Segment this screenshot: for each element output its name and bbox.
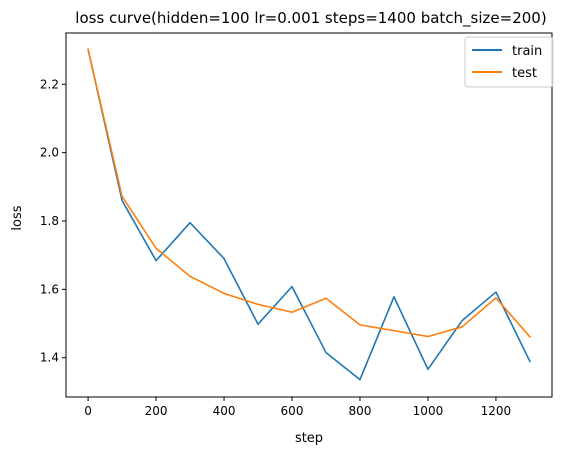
x-axis-ticks: 0 200 400 600 800 1000 1200	[84, 397, 511, 418]
x-tick-label: 0	[84, 404, 92, 418]
x-tick-label: 400	[213, 404, 236, 418]
x-tick-label: 800	[349, 404, 372, 418]
series-line-test	[87, 48, 532, 338]
legend-label-test: test	[512, 66, 537, 81]
y-axis-label: loss	[10, 205, 25, 230]
x-tick-label: 600	[281, 404, 304, 418]
y-tick-label: 2.2	[40, 77, 59, 91]
x-tick-label: 1000	[413, 404, 444, 418]
y-tick-label: 2.0	[40, 146, 59, 160]
plot-area-frame	[65, 32, 553, 398]
x-axis-label: step	[295, 431, 323, 446]
x-tick-label: 1200	[481, 404, 512, 418]
chart-title: loss curve(hidden=100 lr=0.001 steps=140…	[75, 9, 546, 28]
y-tick-label: 1.4	[40, 351, 59, 365]
y-tick-label: 1.6	[40, 282, 59, 296]
series-lines	[87, 48, 532, 381]
x-tick-label: 200	[145, 404, 168, 418]
series-line-train	[87, 48, 531, 381]
legend-label-train: train	[512, 44, 542, 59]
y-tick-label: 1.8	[40, 214, 59, 228]
legend: train test	[464, 36, 554, 88]
y-axis-ticks: 1.4 1.6 1.8 2.0 2.2	[40, 77, 66, 365]
